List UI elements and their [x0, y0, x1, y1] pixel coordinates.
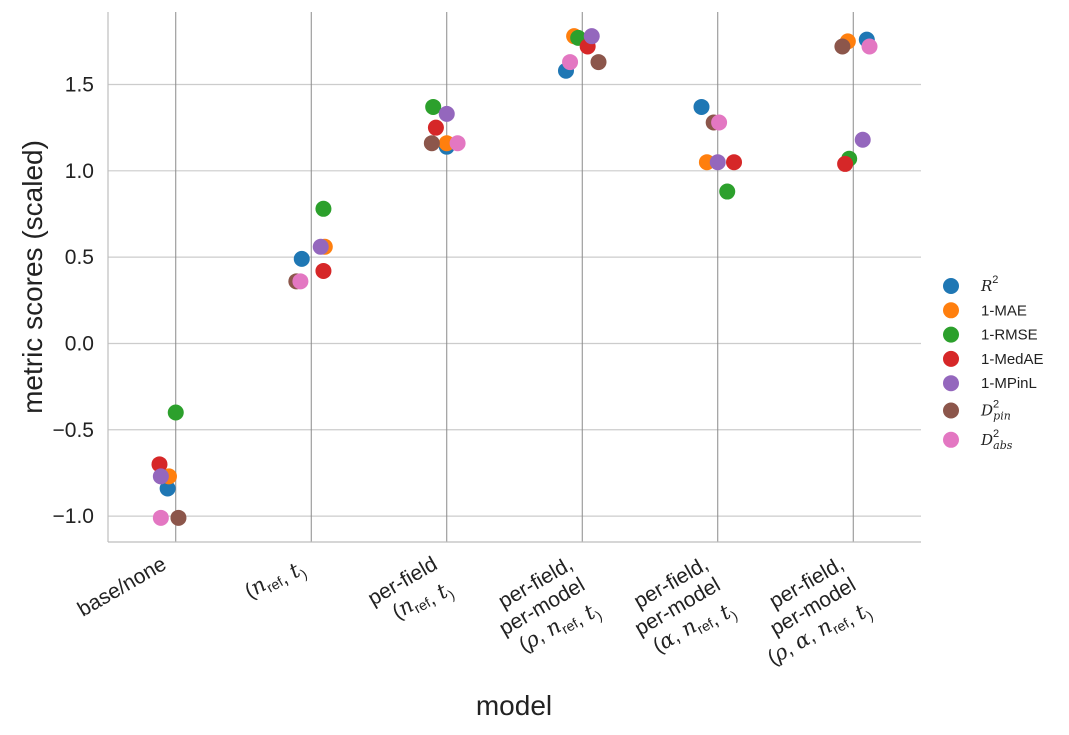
data-point-1-mpinl	[709, 154, 726, 171]
data-point-1-mpinl	[438, 105, 455, 122]
legend-label-main: D	[980, 402, 993, 420]
legend-marker	[943, 375, 959, 392]
data-point-1-rmse	[719, 183, 736, 200]
data-point-1-mpinl	[152, 468, 169, 485]
grid-layer	[108, 12, 921, 542]
x-tick-line: (nref, t)	[388, 572, 457, 631]
data-point-1-rmse	[167, 404, 184, 421]
legend-marker	[943, 326, 959, 343]
x-tick-label: base/none	[74, 552, 170, 621]
y-tick-label: 0.0	[65, 332, 94, 355]
y-tick-label: −0.5	[53, 419, 94, 442]
data-point-d2-abs	[562, 54, 579, 71]
y-tick-label: 1.5	[65, 74, 94, 97]
legend-marker	[943, 402, 959, 419]
data-point-d2-abs	[711, 114, 728, 131]
data-point-d2-pin	[834, 38, 851, 55]
data-point-d2-abs	[861, 38, 878, 55]
data-point-1-medae	[726, 154, 743, 171]
legend-label-main: 1-RMSE	[981, 327, 1038, 344]
axes-layer	[107, 12, 921, 543]
x-tick-sub: ref	[694, 615, 716, 637]
data-point-d2-abs	[152, 509, 169, 526]
legend-label-main: 1-MPinL	[981, 375, 1037, 392]
data-point-1-medae	[837, 155, 854, 172]
x-tick-sub: ref	[264, 573, 286, 595]
data-point-1-mpinl	[312, 238, 329, 255]
legend-label-sub: pin	[993, 410, 1011, 423]
x-tick-text: per-field,per-model(α, nref, t)	[619, 552, 740, 668]
y-axis-title: metric scores (scaled)	[17, 140, 48, 414]
data-point-d2-abs	[449, 135, 466, 152]
data-point-1-rmse	[425, 98, 442, 115]
data-point-1-medae	[151, 456, 168, 473]
legend-label-sub: abs	[993, 439, 1013, 452]
x-tick-text: per-field,per-model(ρ, α, nref, t)	[740, 552, 876, 676]
x-tick-text: base/none	[74, 552, 170, 621]
legend-label: D2 abs	[980, 428, 1013, 452]
data-point-r2	[293, 250, 310, 267]
x-tick-label: per-field,per-model(ρ, nref, t)	[483, 552, 604, 668]
legend-label: R2	[980, 274, 998, 295]
legend-label: 1-MPinL	[981, 375, 1037, 392]
data-point-1-medae	[315, 262, 332, 279]
x-tick-part: base/none	[74, 552, 170, 621]
legend-marker	[943, 302, 959, 319]
x-tick-label: per-field,per-model(α, nref, t)	[619, 552, 740, 668]
x-tick-sub: ref	[830, 615, 852, 637]
legend-label-main: 1-MedAE	[981, 351, 1044, 368]
legend-label-sup: 2	[993, 399, 999, 411]
legend-label-sup: 2	[993, 428, 999, 440]
x-tick-label: (nref, t)	[240, 552, 310, 611]
x-tick-line: (nref, t)	[240, 552, 309, 611]
y-tick-label: 1.0	[65, 160, 94, 183]
x-tick-line: base/none	[74, 552, 170, 621]
legend-label-main: D	[980, 431, 993, 449]
data-point-r2	[693, 98, 710, 115]
legend-marker	[943, 278, 959, 294]
data-point-r2	[159, 480, 176, 497]
legend-marker	[943, 350, 959, 367]
legend-marker	[943, 431, 959, 448]
legend-label: D2 pin	[980, 399, 1011, 423]
data-point-d2-abs	[292, 273, 309, 290]
legend-label: 1-MedAE	[981, 351, 1044, 368]
data-point-1-rmse	[315, 200, 332, 217]
y-tick-label: 0.5	[65, 246, 94, 269]
x-tick-label: per-field,per-model(ρ, α, nref, t)	[740, 552, 876, 676]
legend-label-main: 1-MAE	[981, 302, 1027, 319]
x-tick-text: (nref, t)	[240, 552, 309, 611]
data-point-d2-pin	[423, 135, 440, 152]
legend-label-main: R	[980, 277, 992, 295]
x-tick-sub: ref	[411, 594, 433, 616]
legend-label-sup: 2	[992, 274, 998, 286]
data-point-1-mpinl	[583, 28, 600, 45]
x-tick-sub: ref	[559, 615, 581, 637]
x-tick-text: per-field(nref, t)	[364, 552, 457, 638]
data-point-d2-pin	[590, 54, 607, 71]
x-axis-title: model	[476, 690, 552, 721]
points-layer	[151, 28, 878, 526]
data-point-1-medae	[427, 119, 444, 136]
legend-label: 1-MAE	[981, 302, 1027, 319]
y-tick-label: −1.0	[53, 505, 94, 528]
data-point-1-mpinl	[854, 131, 871, 148]
data-point-d2-pin	[170, 509, 187, 526]
x-tick-text: per-field,per-model(ρ, nref, t)	[483, 552, 604, 668]
legend-label: 1-RMSE	[981, 327, 1038, 344]
x-tick-label: per-field(nref, t)	[364, 552, 457, 638]
